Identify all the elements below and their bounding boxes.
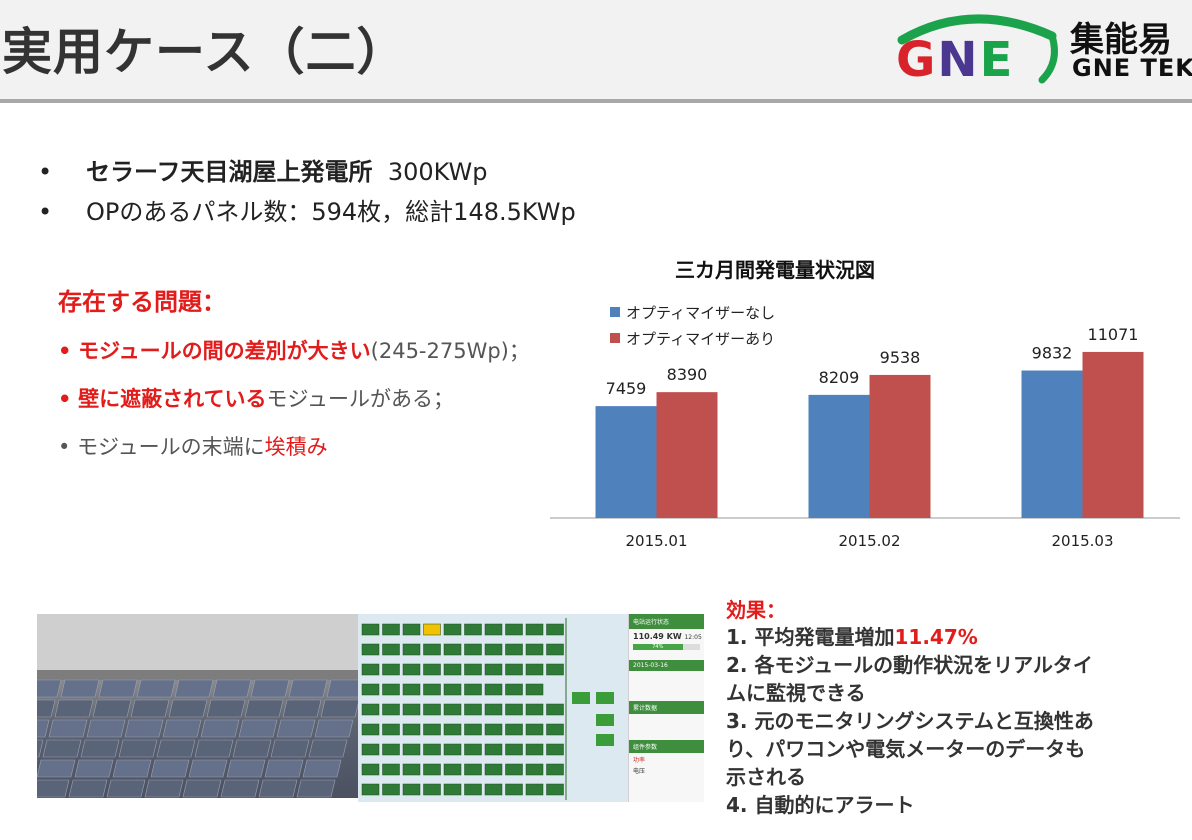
bar-2015.02-with [869,374,931,518]
monitor-mode-voltage[interactable]: 电压 [633,768,646,775]
monitor-stats-title: 累计数据 [629,701,704,714]
x-tick-label: 2015.02 [838,532,900,550]
monitor-panel-header: 电站运行状态 [629,614,704,629]
legend-label: オプティマイザーあり [626,330,776,348]
solar-panels-image [37,614,358,798]
rooftop-photo [37,614,358,798]
chart-title: 三カ月間発電量状況図 [675,258,875,282]
bar-2015.02-without [808,394,870,518]
bar-chart: オプティマイザーなし オプティマイザーあり 7459 8390 2015.01 820… [550,290,1180,560]
problem-3-highlight: 埃積み [264,435,328,459]
bullet-plant: • セラーフ天目湖屋上発電所 300KWp [38,152,487,187]
bar-2015.01-with [656,392,718,518]
data-label: 8209 [819,368,860,387]
bullet-panels: • OPのあるパネル数：594枚，総計148.5KWp [38,192,576,227]
gne-logo: GNE 集能易 GNE TEK [892,6,1192,90]
monitor-power: 110.49 KW 12:05 [629,629,704,644]
problem-item-2: • 壁に遮蔽されているモジュールがある； [58,383,578,413]
monitor-power-value: 110.49 KW [633,632,682,641]
monitor-progress: 74% [633,644,700,650]
data-label: 7459 [606,379,647,398]
logo-letter-n: N [937,32,980,88]
effect-1-value: 11.47% [894,625,978,649]
data-label: 8390 [667,365,708,384]
data-label: 11071 [1088,325,1139,344]
problem-1-rest: (245-275Wp)； [370,339,530,363]
chart-svg: 7459 8390 2015.01 8209 9538 2015.02 9832 11071 2… [550,325,1180,550]
legend-item-without: オプティマイザーなし [610,302,775,328]
logo-letter-e: E [979,32,1015,88]
problem-2-highlight: 壁に遮蔽されている [78,387,267,411]
logo-letter-g: G [896,32,938,88]
bullet-marker: • [38,158,53,186]
data-label: 9538 [880,348,921,367]
page-title: 実用ケース（二） [2,23,408,81]
logo-swoosh-icon [897,14,1058,84]
panel-count: OPのあるパネル数：594枚，総計148.5KWp [86,198,576,226]
chart-legend: オプティマイザーなし オプティマイザーあり [610,302,775,354]
effect-3: 3. 元のモニタリングシステムと互換性あ [726,709,1094,733]
x-tick-label: 2015.01 [625,532,687,550]
logo-mark: GNE [896,32,1014,88]
problems-title: 存在する問題： [58,288,226,316]
monitoring-screenshot: 电站运行状态 110.49 KW 12:05 74% 2015-03-16 累计… [358,614,704,802]
monitor-time: 12:05 [684,634,702,641]
plant-capacity: 300KWp [387,158,488,186]
monitoring-grid [358,614,628,802]
monitor-params-title: 组件参数 [629,740,704,753]
problem-bullet: • [58,387,72,411]
effects-title: 効果： [726,598,786,622]
effect-2: 2. 各モジュールの動作状況をリアルタイ [726,653,1093,677]
legend-swatch-blue [610,307,620,317]
legend-swatch-red [610,333,620,343]
monitor-percent: 74% [633,644,683,650]
logo-name-cn: 集能易 [1070,20,1172,60]
effect-3-end: 示される [726,765,806,789]
legend-label: オプティマイザーなし [626,304,776,322]
effect-4: 4. 自動的にアラート [726,793,915,817]
bar-2015.03-without [1021,370,1083,518]
monitor-stats-b [629,714,704,740]
x-tick-label: 2015.03 [1051,532,1113,550]
legend-item-with: オプティマイザーあり [610,328,775,354]
logo-name-en: GNE TEK [1072,54,1192,82]
effect-1: 1. 平均発電量増加11.47% [726,623,1186,651]
problem-2-rest: モジュールがある； [266,387,455,411]
monitor-mode-power[interactable]: 功率 [633,757,646,764]
plant-name: セラーフ天目湖屋上発電所 [86,158,373,186]
monitor-stats-a [629,671,704,701]
problem-1-highlight: モジュールの間の差別が大きい [78,339,371,363]
problem-bullet: • [58,339,72,363]
problem-bullet: • [58,435,71,459]
problem-item-1: • モジュールの間の差別が大きい(245-275Wp)； [58,335,578,365]
problem-item-3: • モジュールの末端に埃積み [58,431,578,461]
data-label: 9832 [1032,344,1073,363]
effect-2-cont: ムに監視できる [726,681,866,705]
bar-2015.03-with [1082,351,1144,518]
bar-2015.01-without [595,406,657,518]
problems-section: 存在する問題： • モジュールの間の差別が大きい(245-275Wp)； • 壁… [58,282,578,461]
header-bar: 実用ケース（二） GNE 集能易 GNE TEK [0,0,1192,103]
effects-section: 効果： 1. 平均発電量増加11.47% 2. 各モジュールの動作状況をリアルタ… [726,594,1186,819]
problem-3-text: モジュールの末端に [77,435,265,459]
monitor-side-panel: 电站运行状态 110.49 KW 12:05 74% 2015-03-16 累计… [628,614,704,802]
monitor-date: 2015-03-16 [629,660,704,671]
effect-1-text: 1. 平均発電量増加 [726,625,895,649]
bullet-marker: • [38,198,53,226]
effect-3-cont: り、パワコンや電気メーターのデータも [726,737,1086,761]
